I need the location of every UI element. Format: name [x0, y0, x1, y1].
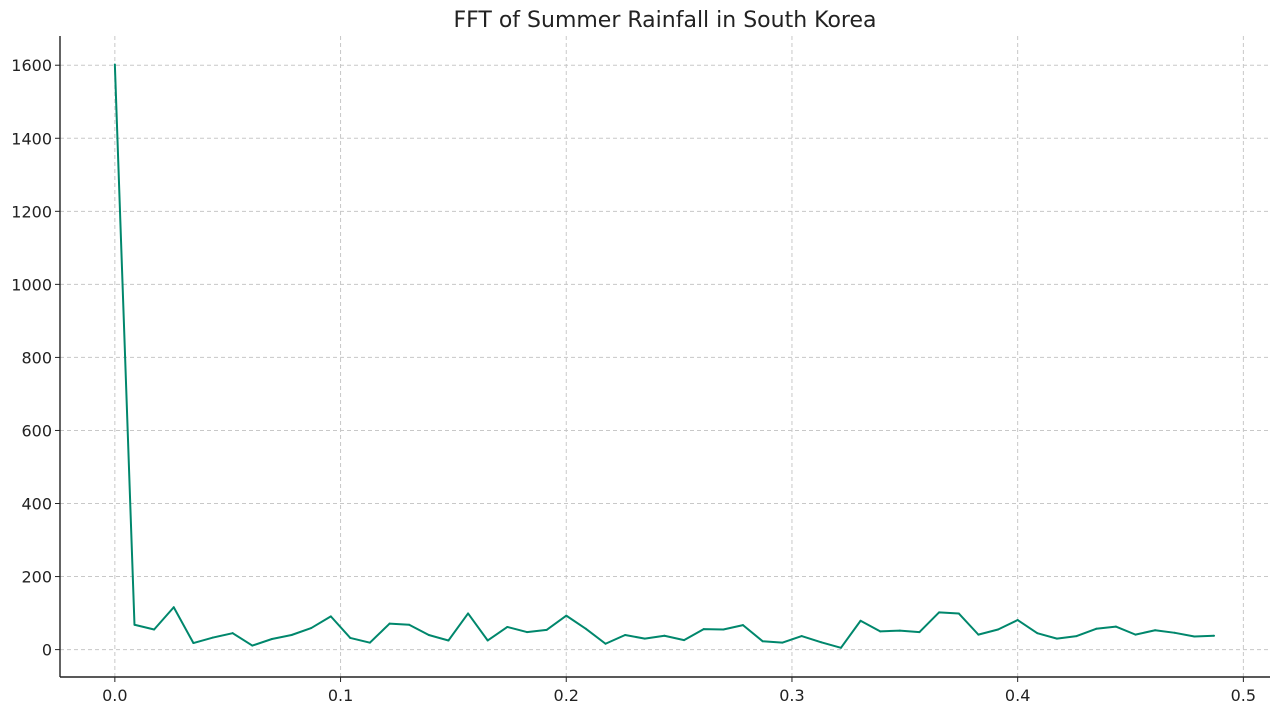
data-point: [329, 615, 332, 618]
y-tick-label: 1200: [11, 202, 52, 221]
data-point: [1114, 625, 1117, 628]
grid: [60, 36, 1270, 677]
y-tick-label: 400: [21, 495, 52, 514]
axis-ticks: 0.0 0.1 0.2 0.3 0.4 0.5 0 200 400 600 800 1000 1200 1…: [11, 56, 1256, 705]
data-point: [172, 606, 175, 609]
data-point: [447, 639, 450, 642]
series-line: [113, 64, 1215, 649]
data-point: [683, 639, 686, 642]
data-point: [290, 634, 293, 636]
data-point: [977, 633, 980, 636]
data-point: [525, 631, 528, 634]
data-point: [212, 636, 215, 639]
y-tick-label: 800: [21, 348, 52, 367]
data-point: [408, 623, 411, 626]
data-point: [663, 634, 666, 637]
y-tick-label: 1000: [11, 275, 52, 294]
x-tick-label: 0.3: [779, 686, 804, 705]
data-point: [584, 627, 587, 630]
y-tick-label: 1600: [11, 56, 52, 75]
data-point: [310, 627, 313, 630]
data-point: [368, 641, 371, 644]
data-point: [231, 632, 234, 635]
data-point: [1055, 637, 1058, 640]
data-point: [1095, 627, 1098, 630]
data-point: [192, 642, 195, 645]
data-point: [506, 625, 509, 628]
data-point: [859, 619, 862, 622]
x-tick-label: 0.5: [1231, 686, 1256, 705]
data-point: [741, 624, 744, 627]
data-point: [251, 644, 254, 647]
data-point: [997, 628, 1000, 631]
data-point: [545, 628, 548, 631]
data-point: [722, 628, 725, 631]
data-point: [761, 640, 764, 643]
data-point: [800, 635, 803, 638]
data-point: [1193, 635, 1196, 638]
y-tick-label: 200: [21, 568, 52, 587]
data-point: [624, 634, 627, 636]
data-point: [1036, 632, 1039, 635]
chart-title: FFT of Summer Rainfall in South Korea: [453, 8, 876, 33]
x-tick-label: 0.0: [102, 686, 127, 705]
x-tick-label: 0.4: [1005, 686, 1030, 705]
data-point: [918, 631, 921, 634]
data-point: [113, 63, 116, 66]
data-point: [133, 623, 136, 626]
data-points: [113, 63, 1216, 649]
data-point: [1173, 631, 1176, 634]
data-point: [702, 628, 705, 631]
data-point: [1154, 629, 1157, 632]
data-point: [486, 639, 489, 642]
y-tick-label: 0: [42, 641, 52, 660]
data-point: [643, 637, 646, 640]
data-point: [781, 641, 784, 644]
data-point: [839, 646, 842, 649]
data-point: [879, 630, 882, 633]
data-point: [1213, 634, 1216, 637]
data-point: [467, 612, 470, 615]
data-point: [820, 641, 823, 644]
y-tick-label: 1400: [11, 129, 52, 148]
data-point: [565, 614, 568, 617]
x-tick-label: 0.1: [328, 686, 353, 705]
data-point: [1075, 635, 1078, 638]
data-point: [1016, 619, 1019, 622]
data-point: [898, 629, 901, 632]
data-point: [388, 622, 391, 625]
data-point: [938, 611, 941, 614]
y-tick-label: 600: [21, 421, 52, 440]
data-point: [153, 628, 156, 631]
data-point: [427, 634, 430, 636]
data-point: [349, 636, 352, 639]
data-point: [270, 638, 273, 641]
data-point: [604, 642, 607, 645]
data-point: [957, 612, 960, 615]
data-point: [1134, 633, 1137, 636]
x-tick-label: 0.2: [554, 686, 579, 705]
